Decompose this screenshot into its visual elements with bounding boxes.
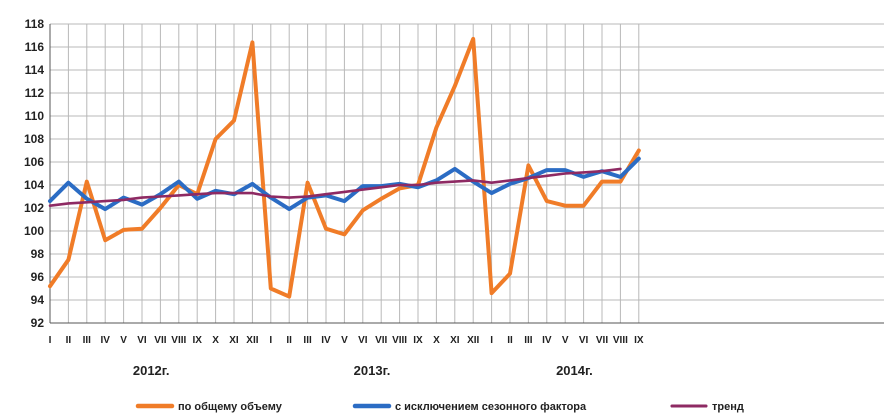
x-tick-label: II xyxy=(66,335,72,346)
x-tick-label: X xyxy=(433,335,440,346)
plot-area xyxy=(50,24,884,323)
x-tick-label: II xyxy=(286,335,292,346)
legend: по общему объему с исключением сезонного … xyxy=(135,401,744,413)
series-line-3 xyxy=(48,167,622,207)
x-tick-label: VIII xyxy=(171,335,186,346)
series-line-2 xyxy=(48,156,641,212)
x-tick-label: VII xyxy=(154,335,166,346)
x-tick-label: VII xyxy=(596,335,608,346)
x-tick-label: VI xyxy=(137,335,147,346)
grid xyxy=(49,23,884,324)
x-tick-label: IX xyxy=(413,335,423,346)
x-tick-label: IX xyxy=(634,335,644,346)
y-tick-label: 92 xyxy=(31,316,45,330)
y-tick-label: 110 xyxy=(25,109,45,123)
year-label: 2014г. xyxy=(556,363,593,378)
y-tick-label: 112 xyxy=(25,86,45,100)
x-tick-label: I xyxy=(490,335,493,346)
x-tick-label: IV xyxy=(321,335,331,346)
x-tick-label: VI xyxy=(358,335,368,346)
legend-label: по общему объему xyxy=(178,401,283,413)
y-tick-label: 100 xyxy=(24,224,44,238)
x-tick-label: V xyxy=(120,335,127,346)
x-tick-label: V xyxy=(562,335,569,346)
x-tick-label: III xyxy=(303,335,312,346)
y-tick-label: 104 xyxy=(24,178,44,192)
x-tick-label: XI xyxy=(450,335,460,346)
y-tick-label: 114 xyxy=(25,63,45,77)
x-axis: I II III IV V VI VII VIII IX X XI XII I II III IV V VI VII… xyxy=(49,322,884,378)
y-tick-label: 94 xyxy=(31,293,45,307)
x-tick-label: III xyxy=(83,335,92,346)
y-tick-label: 118 xyxy=(25,17,45,31)
y-tick-label: 106 xyxy=(24,155,44,169)
y-tick-label: 96 xyxy=(31,270,45,284)
x-tick-label: IX xyxy=(192,335,202,346)
year-label: 2012г. xyxy=(133,363,170,378)
x-tick-label: IV xyxy=(100,335,110,346)
x-tick-label: X xyxy=(212,335,219,346)
legend-label: с исключением сезонного фактора xyxy=(395,401,587,413)
x-tick-label: XII xyxy=(246,335,258,346)
x-tick-label: III xyxy=(524,335,533,346)
series-lines xyxy=(48,36,641,299)
y-tick-label: 102 xyxy=(24,201,44,215)
y-tick-label: 98 xyxy=(31,247,45,261)
x-tick-label: VIII xyxy=(613,335,628,346)
x-tick-label: VII xyxy=(375,335,387,346)
y-tick-label: 108 xyxy=(24,132,44,146)
x-tick-label: XII xyxy=(467,335,479,346)
x-tick-label: I xyxy=(49,335,52,346)
year-label: 2013г. xyxy=(354,363,391,378)
x-tick-label: II xyxy=(507,335,513,346)
series-line-1 xyxy=(48,36,641,299)
y-axis: 92 94 96 98 100 102 104 106 108 110 112 114 116 118 xyxy=(24,17,51,330)
x-tick-label: VI xyxy=(579,335,589,346)
x-tick-label: VIII xyxy=(392,335,407,346)
legend-label: тренд xyxy=(712,401,744,413)
x-tick-label: V xyxy=(341,335,348,346)
x-tick-label: XI xyxy=(229,335,239,346)
x-tick-label: I xyxy=(269,335,272,346)
y-tick-label: 116 xyxy=(25,40,45,54)
x-tick-label: IV xyxy=(542,335,552,346)
